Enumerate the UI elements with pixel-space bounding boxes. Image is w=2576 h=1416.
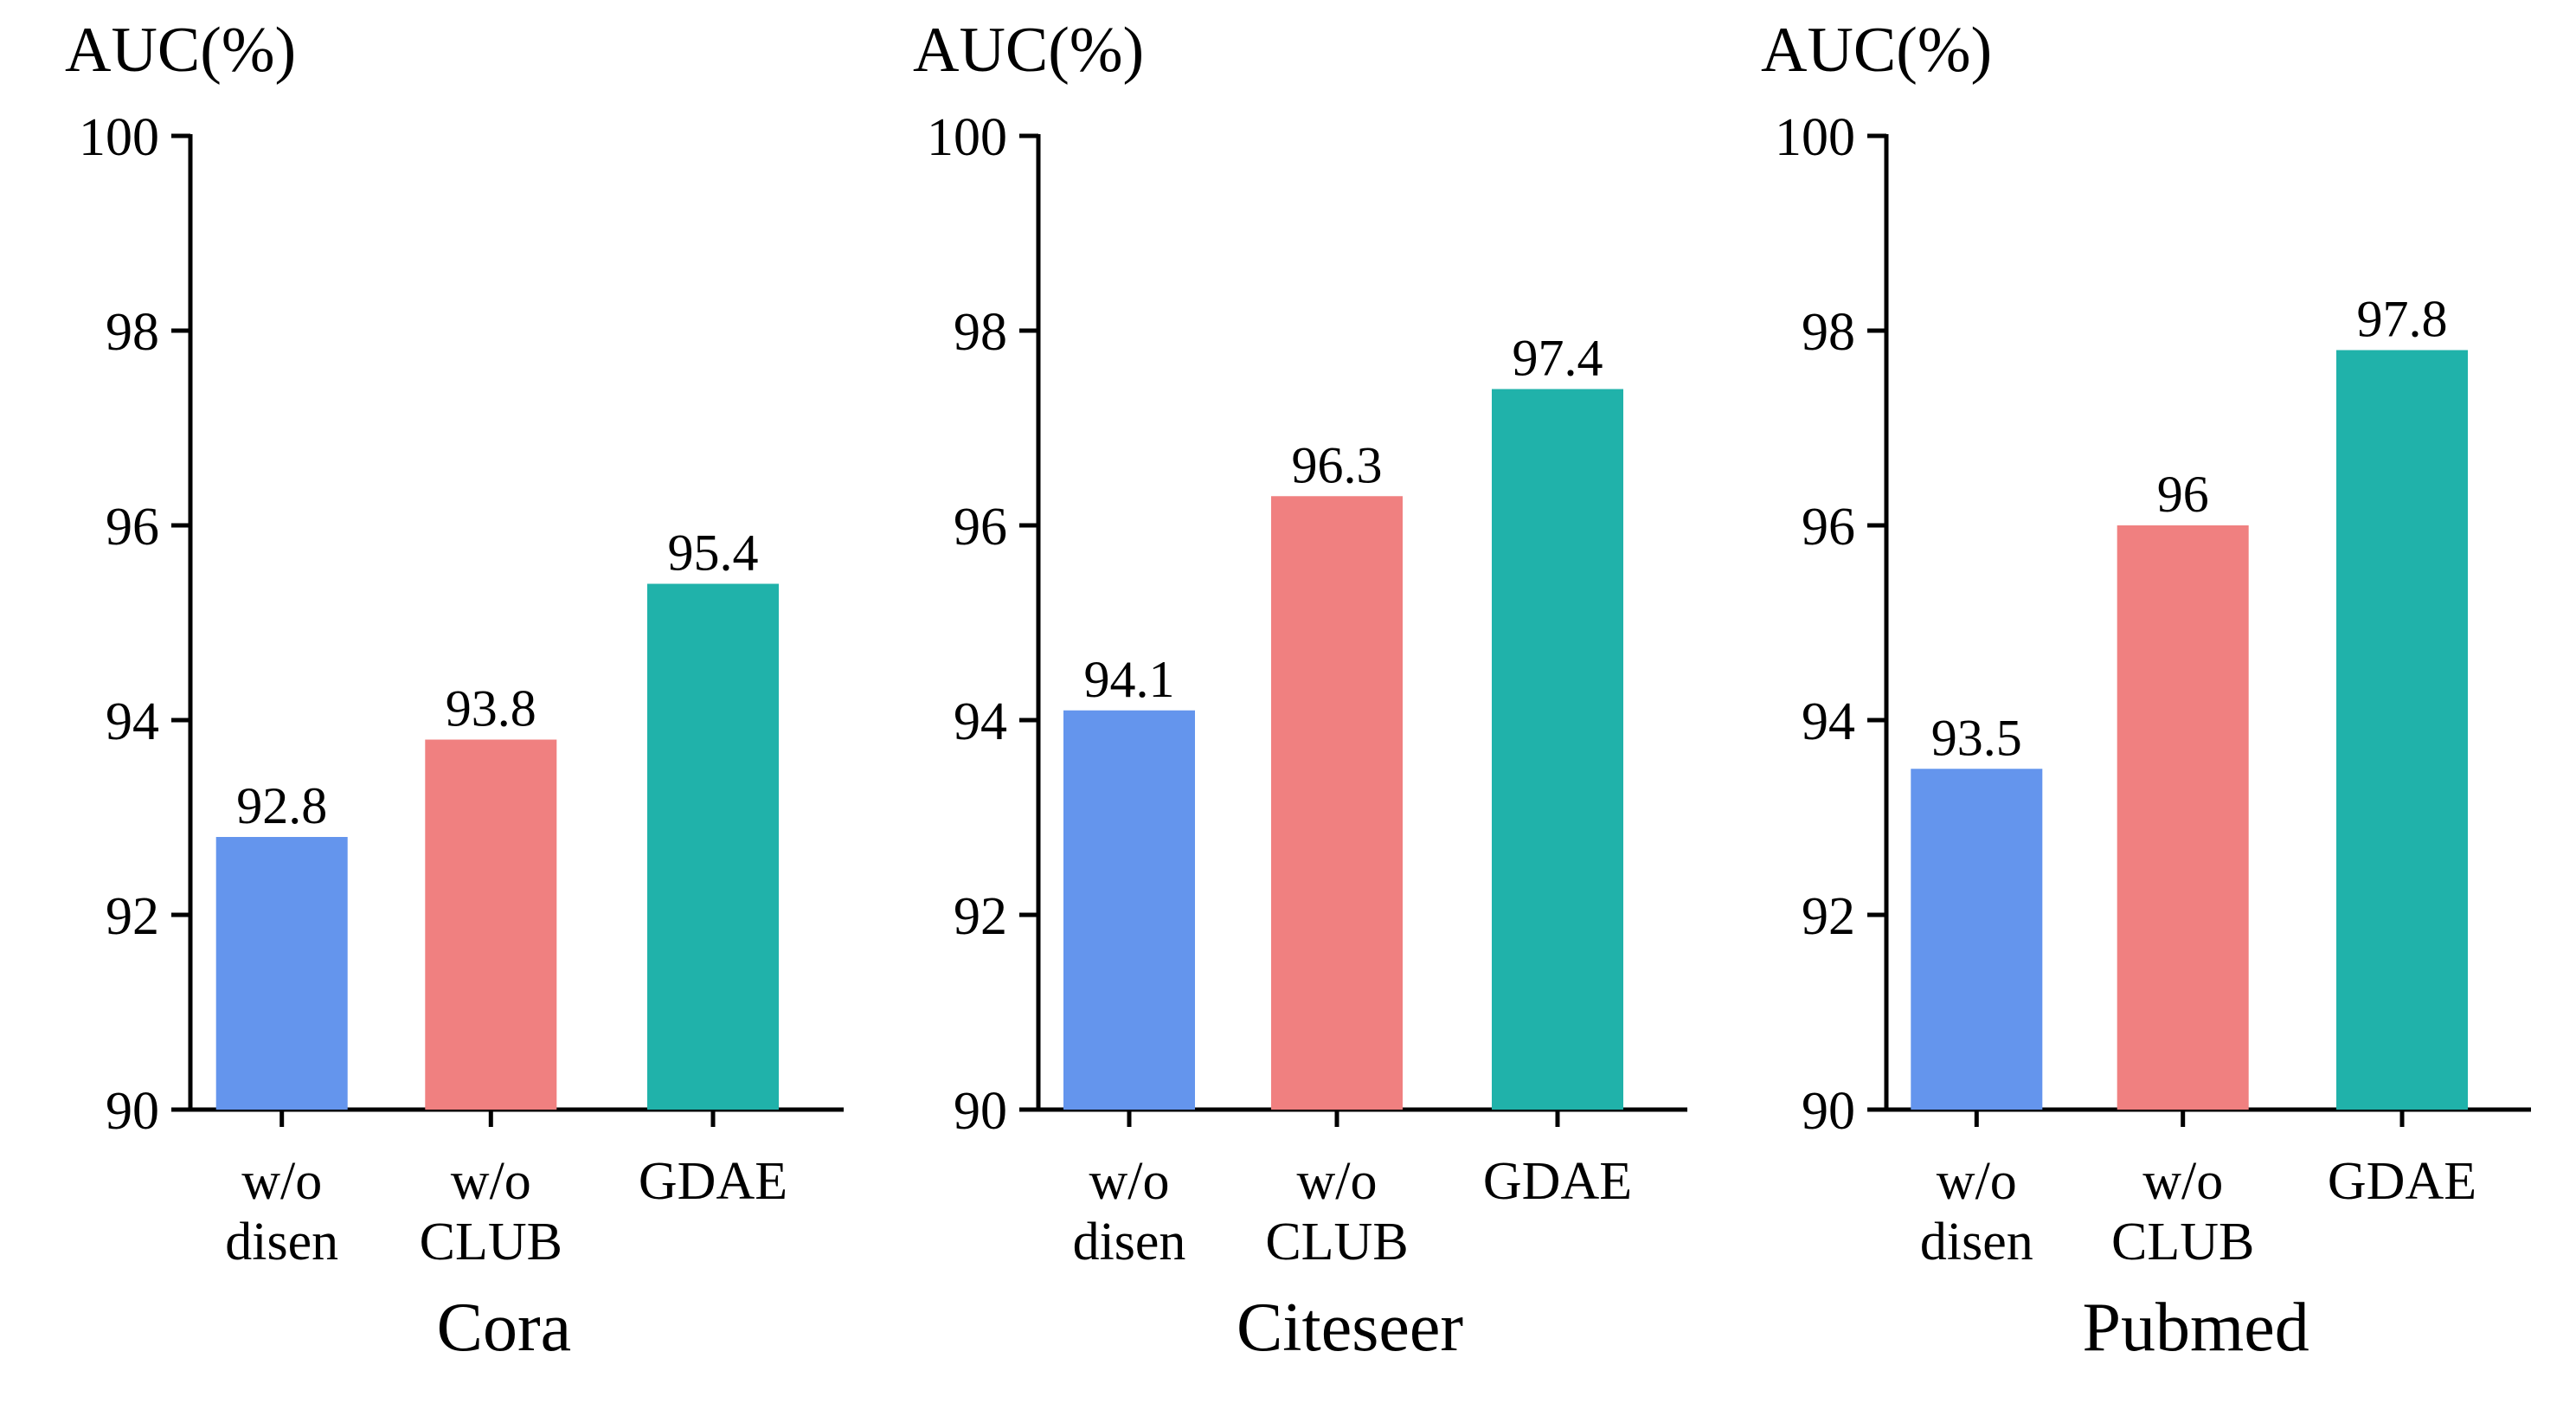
y-axis-label: AUC(%) <box>913 15 1144 86</box>
bar-w-o-club <box>1271 496 1403 1110</box>
y-tick-label: 94 <box>954 692 1007 751</box>
y-tick-label: 98 <box>106 303 159 362</box>
x-tick-label: w/o <box>241 1152 322 1211</box>
value-label: 93.5 <box>1931 709 2022 766</box>
y-tick-label: 92 <box>954 887 1007 946</box>
y-tick-label: 90 <box>1802 1082 1855 1141</box>
chart-panel-3: AUC(%)909294969810093.5w/odisen96w/oCLUB… <box>1761 15 2531 1366</box>
x-tick-label: GDAE <box>2328 1152 2476 1211</box>
value-label: 97.4 <box>1513 330 1603 387</box>
y-tick-label: 96 <box>954 498 1007 557</box>
y-axis-label: AUC(%) <box>65 15 296 86</box>
value-label: 93.8 <box>446 680 536 737</box>
y-tick-label: 100 <box>927 108 1007 167</box>
x-axis-label: Citeseer <box>1237 1290 1463 1366</box>
bar-w-o-club <box>425 739 557 1110</box>
bar-w-o-disen <box>1063 710 1195 1110</box>
x-tick-label: GDAE <box>639 1152 787 1211</box>
bar-gdae <box>2336 350 2468 1110</box>
x-axis-label: Cora <box>437 1290 572 1366</box>
y-tick-label: 96 <box>106 498 159 557</box>
y-tick-label: 94 <box>106 692 159 751</box>
bar-gdae <box>647 583 779 1110</box>
y-tick-label: 94 <box>1802 692 1855 751</box>
x-tick-label: w/o <box>1297 1152 1378 1211</box>
value-label: 96 <box>2157 466 2209 523</box>
y-tick-label: 100 <box>79 108 159 167</box>
y-tick-label: 96 <box>1802 498 1855 557</box>
x-tick-label: w/o <box>2142 1152 2223 1211</box>
x-tick-label: GDAE <box>1483 1152 1632 1211</box>
y-tick-label: 100 <box>1775 108 1855 167</box>
x-tick-label: CLUB <box>420 1213 562 1271</box>
y-tick-label: 98 <box>954 303 1007 362</box>
value-label: 94.1 <box>1084 651 1175 708</box>
y-tick-label: 92 <box>1802 887 1855 946</box>
bar-w-o-disen <box>215 837 348 1110</box>
x-tick-label: disen <box>225 1213 338 1271</box>
y-tick-label: 90 <box>954 1082 1007 1141</box>
x-tick-label: w/o <box>451 1152 531 1211</box>
x-axis-label: Pubmed <box>2082 1290 2309 1366</box>
x-tick-label: w/o <box>1937 1152 2017 1211</box>
x-tick-label: w/o <box>1089 1152 1170 1211</box>
value-label: 97.8 <box>2357 291 2448 348</box>
x-tick-label: disen <box>1073 1213 1186 1271</box>
y-tick-label: 92 <box>106 887 159 946</box>
value-label: 95.4 <box>668 525 759 582</box>
bar-w-o-club <box>2117 525 2249 1110</box>
bar-gdae <box>1492 389 1623 1110</box>
bar-w-o-disen <box>1911 769 2043 1110</box>
chart-panel-1: AUC(%)909294969810092.8w/odisen93.8w/oCL… <box>65 15 844 1366</box>
value-label: 92.8 <box>236 777 327 834</box>
chart-panel-2: AUC(%)909294969810094.1w/odisen96.3w/oCL… <box>913 15 1687 1366</box>
x-tick-label: CLUB <box>1265 1213 1408 1271</box>
x-tick-label: CLUB <box>2111 1213 2254 1271</box>
y-tick-label: 98 <box>1802 303 1855 362</box>
x-tick-label: disen <box>1920 1213 2033 1271</box>
y-tick-label: 90 <box>106 1082 159 1141</box>
value-label: 96.3 <box>1292 436 1383 493</box>
y-axis-label: AUC(%) <box>1761 15 1992 86</box>
